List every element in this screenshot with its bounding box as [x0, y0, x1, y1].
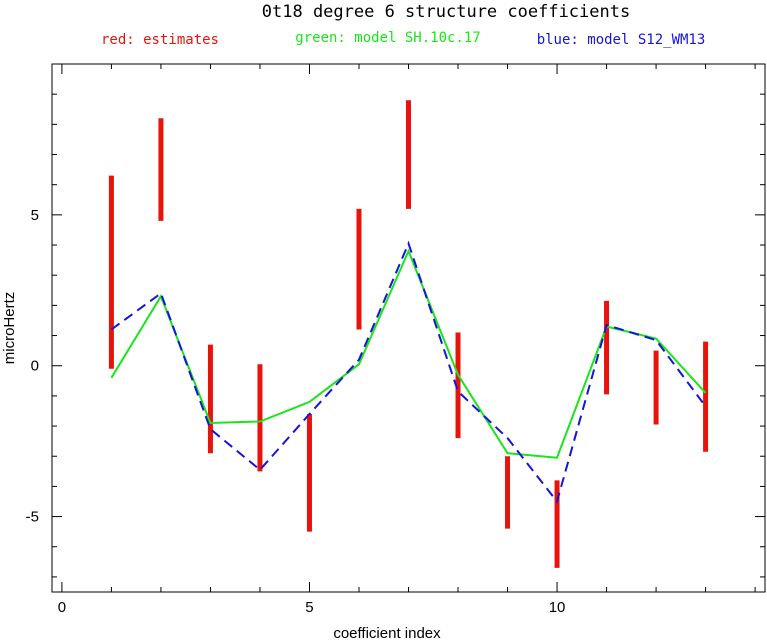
legend-entry-model-s12: blue: model S12_WM13 — [537, 32, 706, 48]
estimate-bars — [108, 100, 709, 568]
legend-entry-estimates: red: estimates — [101, 32, 219, 48]
legend: red: estimates green: model SH.10c.17 bl… — [101, 30, 705, 48]
x-tick-label: 0 — [58, 599, 66, 616]
y-tick-labels: -5 0 5 — [26, 207, 39, 526]
y-axis-label: microHertz — [1, 292, 18, 365]
axis-ticks — [52, 63, 765, 592]
x-axis-label: coefficient index — [333, 625, 441, 641]
chart-title: 0t18 degree 6 structure coefficients — [262, 2, 630, 22]
series-line — [110, 248, 707, 459]
series-line — [110, 240, 707, 504]
x-tick-label: 10 — [549, 599, 566, 616]
model-lines — [110, 240, 707, 504]
legend-entry-model-sh: green: model SH.10c.17 — [295, 30, 480, 46]
y-tick-label: -5 — [26, 509, 39, 526]
y-tick-label: 5 — [31, 207, 39, 224]
y-tick-label: 0 — [31, 358, 39, 375]
x-tick-labels: 0 5 10 — [58, 599, 566, 616]
x-tick-label: 5 — [305, 599, 313, 616]
